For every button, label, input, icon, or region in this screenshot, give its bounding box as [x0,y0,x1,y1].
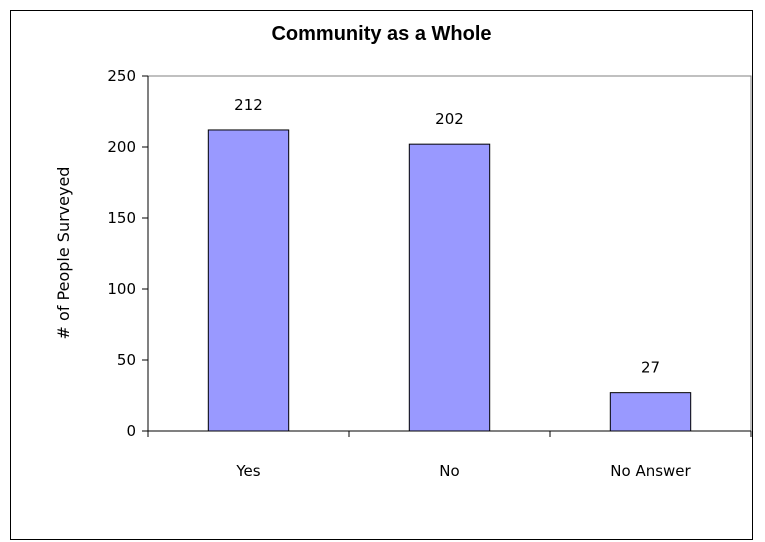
data-label: 212 [234,96,263,114]
x-tick-label: No [439,462,459,480]
y-axis: 0 50 100 150 200 250 [107,67,149,440]
x-axis: Yes No No Answer [147,430,752,480]
data-label: 27 [641,359,660,377]
y-tick-label: 50 [117,351,136,369]
y-tick-label: 250 [107,67,136,85]
y-tick-label: 100 [107,280,136,298]
bar-no-answer [609,392,692,432]
bar-no [408,143,491,432]
y-axis-label: # of People Surveyed [54,167,73,340]
y-tick-label: 150 [107,209,136,227]
chart-frame: Community as a Whole 212 202 27 0 50 100 150 2… [10,10,753,540]
y-tick-label: 200 [107,138,136,156]
x-tick-label: Yes [235,462,260,480]
x-tick-label: No Answer [610,462,691,480]
chart-title: Community as a Whole [271,23,492,45]
bar-yes [207,129,290,432]
bars-group: 212 202 27 [207,96,692,432]
data-label: 202 [435,110,464,128]
y-tick-label: 0 [126,422,136,440]
